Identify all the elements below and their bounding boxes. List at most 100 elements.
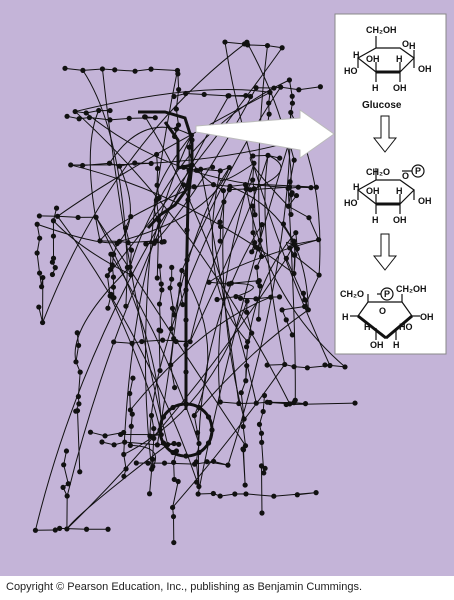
f6p-oh-label-1: OH [420, 312, 434, 322]
reaction-arrow-1 [372, 115, 398, 153]
metabolite-node [302, 401, 309, 407]
metabolite-node [50, 233, 57, 239]
metabolite-node [122, 225, 129, 231]
metabolite-node [195, 491, 201, 497]
metabolite-node [295, 184, 301, 190]
f6p-phosphate-circle [380, 287, 394, 301]
metabolite-node [245, 42, 251, 48]
metabolite-node [99, 66, 106, 72]
metabolite-node [111, 295, 117, 301]
metabolite-node [157, 263, 163, 269]
metabolite-node [283, 317, 289, 323]
metabolite-node [49, 271, 56, 278]
metabolite-node [50, 255, 57, 261]
metabolite-node [217, 399, 223, 405]
metabolite-node [278, 84, 284, 90]
glucose-ring-o-label: O [402, 39, 409, 49]
reaction-curve [74, 111, 291, 405]
metabolite-node [237, 295, 244, 301]
metabolite-node [277, 155, 283, 161]
metabolite-node [169, 276, 175, 282]
metabolite-node [256, 278, 262, 284]
metabolite-node [174, 67, 181, 74]
metabolite-node [249, 203, 256, 209]
metabolite-node [285, 203, 292, 209]
metabolite-node [210, 490, 216, 497]
metabolite-node [316, 272, 322, 278]
reaction-curve [193, 309, 309, 416]
metabolite-node [240, 446, 246, 452]
metabolite-node [183, 90, 189, 97]
glucose-h-label-4: H [372, 83, 379, 93]
metabolite-node [52, 265, 58, 271]
metabolite-node [143, 241, 149, 247]
metabolite-node [102, 433, 108, 439]
metabolite-node [217, 168, 223, 174]
metabolite-node [105, 305, 111, 311]
metabolite-node [257, 283, 263, 289]
metabolite-node [217, 219, 223, 225]
metabolite-node [97, 238, 103, 244]
metabolite-node [153, 151, 160, 158]
reaction-curve [110, 253, 200, 444]
metabolite-node [64, 526, 70, 532]
metabolite-node [293, 230, 299, 236]
reaction-curve [189, 155, 269, 342]
metabolite-node [201, 91, 207, 98]
metabolite-node [283, 255, 289, 262]
g6p-p-label: P [415, 166, 421, 176]
g6p-h-label-2: H [396, 186, 403, 196]
metabolite-node [154, 275, 160, 281]
metabolite-node [220, 188, 227, 194]
metabolite-node [112, 67, 118, 73]
metabolite-node [296, 87, 302, 93]
metabolite-node [64, 493, 70, 499]
metabolite-node [130, 375, 136, 381]
metabolite-node [50, 218, 57, 224]
metabolite-node [288, 109, 294, 116]
metabolite-node [64, 113, 70, 119]
down-arrow-icon-2 [372, 233, 398, 271]
metabolite-node [254, 264, 260, 270]
metabolite-node [65, 481, 71, 487]
metabolite-node [259, 510, 265, 516]
metabolite-node [294, 246, 300, 252]
metabolite-node [126, 115, 132, 121]
reaction-curve [172, 364, 286, 508]
metabolite-node [79, 162, 86, 169]
reaction-arrow-2 [372, 233, 398, 271]
metabolite-node [171, 539, 177, 546]
metabolite-node [75, 214, 81, 221]
metabolite-node [40, 274, 46, 281]
metabolite-node [171, 459, 177, 465]
metabolite-node [289, 93, 295, 99]
metabolite-node [294, 492, 300, 498]
metabolite-node [245, 339, 251, 345]
metabolite-node [80, 67, 86, 73]
metabolite-node [127, 407, 133, 413]
metabolite-node [121, 473, 127, 479]
metabolite-node [251, 160, 257, 166]
metabolite-node [243, 92, 249, 99]
f6p-ch2oh-label: CH₂OH [396, 284, 427, 294]
metabolite-node [308, 185, 314, 191]
glucose-oh-label-3: OH [393, 83, 407, 93]
metabolite-node [168, 362, 174, 368]
metabolite-node [242, 482, 248, 488]
metabolite-node [121, 451, 127, 458]
metabolite-node [75, 342, 82, 349]
metabolite-node [232, 491, 238, 497]
f6p-ch2o-label: CH₂O [340, 289, 364, 299]
metabolite-node [116, 163, 123, 169]
metabolite-node [279, 307, 285, 313]
reaction-curve [95, 216, 246, 446]
f6p-p-label: P [384, 289, 390, 299]
metabolite-node [123, 303, 129, 309]
metabolite-node [110, 274, 117, 280]
metabolite-node [170, 504, 176, 511]
metabolite-node [36, 304, 42, 310]
metabolite-node [83, 526, 90, 532]
metabolite-node [238, 390, 244, 396]
metabolite-node [291, 400, 297, 406]
